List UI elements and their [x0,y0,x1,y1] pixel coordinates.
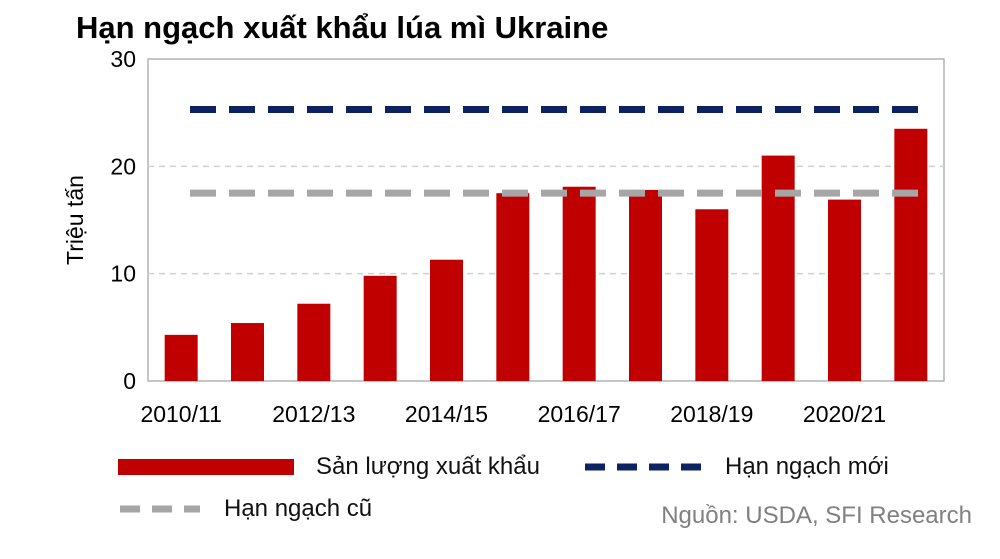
y-tick-label: 10 [110,261,136,287]
bar-2014-15 [430,259,463,381]
chart-title: Hạn ngạch xuất khẩu lúa mì Ukraine [76,10,609,45]
x-tick-label: 2016/17 [538,401,621,427]
bar-2015-16 [496,193,530,381]
bar-2010-11 [164,334,198,381]
plot-frame [147,58,945,382]
y-tick-label: 30 [110,46,136,72]
legend-swatch-bar [118,459,294,475]
bar-2013-14 [363,275,397,381]
x-tick-label: 2012/13 [272,401,355,427]
x-tick-label: 2018/19 [670,401,753,427]
bar-2017-18 [629,189,662,381]
y-tick-label: 20 [110,153,136,179]
source-note: Nguồn: USDA, SFI Research [661,502,972,529]
x-tick-label: 2020/21 [803,401,886,427]
bar-2019-20 [761,155,795,381]
y-tick-label: 0 [123,368,136,394]
legend-label-old-quota: Hạn ngạch cũ [224,495,373,522]
legend-item-old-quota: Hạn ngạch cũ [118,495,372,523]
x-tick-label: 2010/11 [140,401,221,427]
legend-item-new-quota: Hạn ngạch mới [583,453,889,481]
bar-2018-19 [695,209,729,381]
y-axis-label: Triệu tấn [62,175,88,265]
bar-2011-12 [231,323,264,381]
legend-item-export: Sản lượng xuất khẩu [118,453,540,481]
legend-swatch-old-quota [120,505,200,513]
legend-swatch-new-quota [585,463,701,471]
legend-label-export: Sản lượng xuất khẩu [316,453,540,480]
bar-2012-13 [297,303,331,381]
x-tick-label: 2014/15 [405,401,488,427]
bar-2016-17 [562,186,596,381]
bar-2021-22 [894,128,928,381]
bar-2020-21 [828,199,861,381]
legend-label-new-quota: Hạn ngạch mới [725,453,889,480]
